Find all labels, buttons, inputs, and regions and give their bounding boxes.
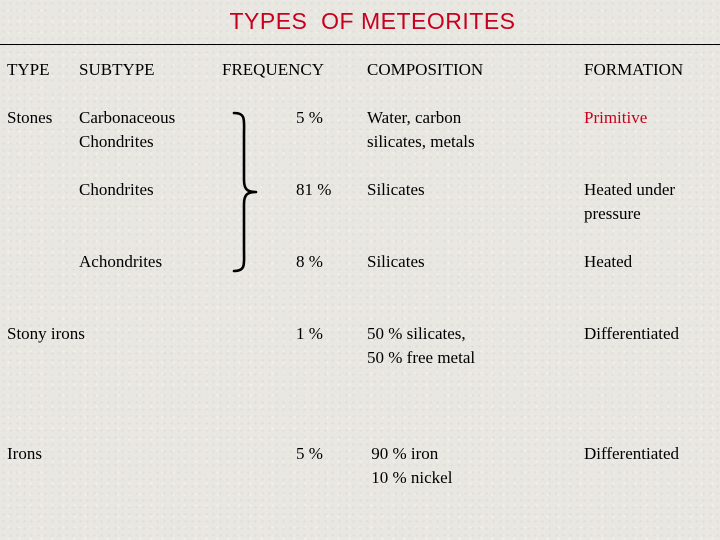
row-frequency: 5 %: [296, 108, 323, 127]
row-type: Irons: [7, 444, 42, 463]
row-subtype: Chondrites: [79, 180, 154, 199]
row-frequency: 1 %: [296, 324, 323, 343]
row-frequency: 5 %: [296, 444, 323, 463]
stones-grouping-brace: [232, 111, 258, 273]
row-formation: Heated under pressure: [584, 180, 676, 223]
header-composition: COMPOSITION: [367, 60, 484, 79]
row-formation: Primitive: [584, 108, 648, 127]
header-divider: [0, 44, 720, 45]
row-composition: Water, carbon silicates, metals: [367, 108, 475, 151]
row-composition: 90 % iron 10 % nickel: [371, 444, 453, 487]
row-type: Stony irons: [7, 324, 85, 343]
header-subtype: SUBTYPE: [79, 60, 155, 79]
row-subtype: Carbonaceous Chondrites: [79, 108, 176, 151]
header-formation: FORMATION: [584, 60, 684, 79]
row-frequency: 81 %: [296, 180, 332, 199]
slide-title: TYPES OF METEORITES: [229, 8, 516, 34]
row-formation: Heated: [584, 252, 633, 271]
header-frequency: FREQUENCY: [222, 60, 325, 79]
header-type: TYPE: [7, 60, 50, 79]
row-formation: Differentiated: [584, 444, 680, 463]
row-frequency: 8 %: [296, 252, 323, 271]
row-type: Stones: [7, 108, 53, 127]
row-composition: 50 % silicates, 50 % free metal: [367, 324, 476, 367]
row-formation: Differentiated: [584, 324, 680, 343]
row-subtype: Achondrites: [79, 252, 163, 271]
row-composition: Silicates: [367, 180, 425, 199]
row-composition: Silicates: [367, 252, 425, 271]
